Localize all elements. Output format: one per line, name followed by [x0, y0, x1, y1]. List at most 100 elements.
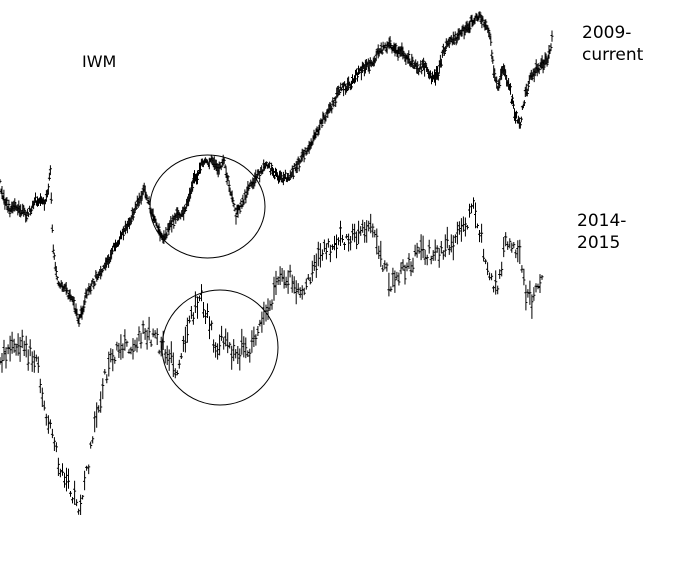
price-bar [48, 419, 52, 429]
price-bar [181, 335, 185, 352]
price-bar [165, 345, 169, 365]
price-bar [228, 342, 232, 349]
price-bar [0, 357, 2, 365]
price-bar [401, 259, 405, 271]
price-bar [411, 56, 415, 68]
price-bar [270, 162, 274, 171]
price-bar [54, 266, 58, 278]
price-bar [206, 303, 209, 318]
price-bar [119, 334, 123, 360]
price-bar [478, 230, 481, 243]
price-bar [248, 348, 252, 363]
price-bar [230, 345, 234, 370]
price-bar [214, 342, 218, 358]
price-bar [274, 270, 278, 295]
price-bar [30, 351, 34, 372]
price-bar [65, 467, 68, 492]
price-bar [353, 223, 357, 243]
price-bar [139, 191, 143, 205]
price-bar [359, 226, 363, 236]
price-bar [422, 57, 426, 71]
price-bar [260, 311, 264, 333]
price-bar [8, 335, 12, 362]
price-bar [283, 169, 287, 179]
price-bar [324, 243, 328, 260]
price-bar [407, 253, 411, 270]
price-bar [488, 31, 492, 40]
price-bar [377, 245, 381, 259]
price-bar [380, 49, 384, 55]
price-bar [474, 202, 477, 229]
price-bar [12, 338, 16, 353]
price-bar [18, 337, 22, 362]
price-bar [302, 287, 306, 296]
price-bar [498, 77, 502, 89]
price-bar [439, 58, 443, 68]
price-bar [261, 169, 265, 174]
price-bar [23, 207, 27, 215]
price-bar [282, 270, 286, 289]
price-bar [294, 280, 298, 305]
price-bar [463, 217, 467, 237]
price-bar [335, 234, 338, 259]
price-bar [99, 391, 103, 413]
price-bar [20, 210, 24, 216]
price-bar [522, 268, 526, 286]
price-bar [316, 129, 320, 137]
price-bar [143, 328, 147, 340]
price-bar [135, 337, 139, 353]
price-bar [348, 81, 352, 87]
price-bar [141, 320, 145, 334]
price-bar [91, 436, 95, 444]
price-bar [357, 220, 361, 244]
price-bar [491, 56, 495, 64]
price-bar [473, 15, 477, 25]
price-bar [61, 463, 64, 476]
price-bar [20, 329, 24, 349]
price-bar [210, 320, 214, 331]
price-bar [351, 223, 355, 241]
price-bar [252, 326, 256, 347]
price-bar [85, 465, 89, 471]
price-bar [49, 192, 53, 204]
price-bar [487, 27, 491, 38]
price-bar [109, 348, 113, 363]
price-bar [232, 202, 236, 208]
top-circle-annotation [149, 154, 266, 259]
price-bar [494, 270, 498, 295]
price-bar [191, 180, 195, 192]
price-bar [449, 234, 453, 253]
price-bar [172, 216, 176, 229]
price-bar [258, 171, 262, 183]
price-bar [2, 339, 6, 361]
price-bar [379, 240, 383, 267]
price-bar [413, 244, 417, 257]
price-bar [242, 336, 246, 358]
circle-annotations [149, 154, 279, 406]
price-bar [170, 219, 174, 233]
price-bar [50, 224, 54, 233]
price-bar [187, 315, 191, 324]
price-bar [268, 161, 272, 169]
price-bar [292, 163, 296, 168]
price-bar [111, 349, 115, 372]
top-period-label-line2: current [582, 45, 644, 65]
price-bar [286, 270, 290, 294]
price-bar [311, 136, 315, 144]
price-bar [27, 213, 31, 218]
price-bar [298, 287, 302, 298]
price-bar [26, 208, 30, 215]
price-bar [231, 197, 235, 205]
price-bar [179, 353, 183, 359]
price-bar [232, 339, 236, 362]
price-bar [395, 271, 399, 280]
price-bar [169, 341, 173, 364]
price-bar [184, 206, 188, 212]
price-bar [495, 76, 499, 89]
price-bar [343, 242, 346, 250]
price-bar [314, 253, 318, 278]
price-bar [419, 60, 423, 70]
price-bar [133, 339, 137, 351]
price-bar [508, 238, 512, 249]
